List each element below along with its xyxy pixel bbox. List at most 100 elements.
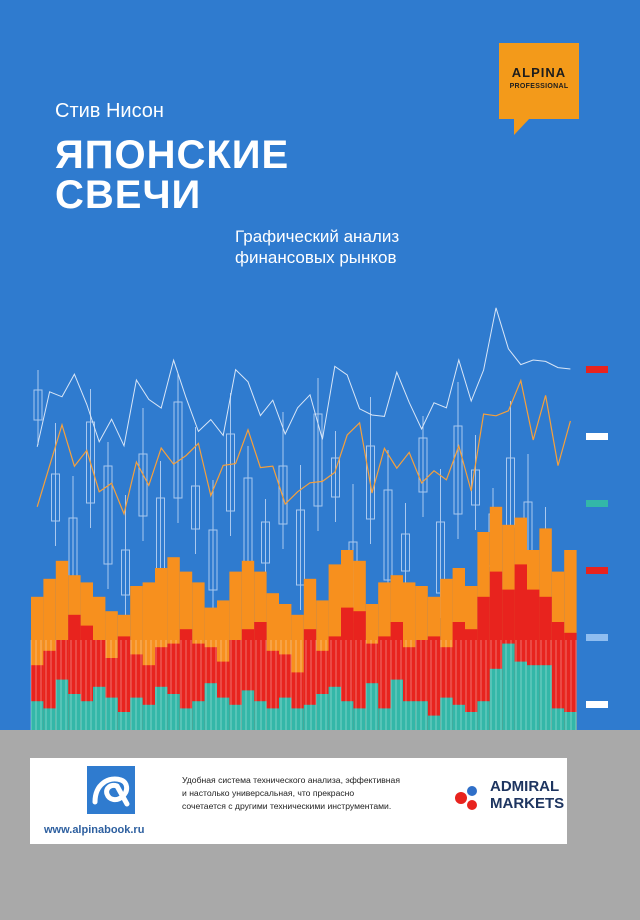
- title-line-2: СВЕЧИ: [55, 173, 202, 217]
- bar-teal: [303, 704, 317, 730]
- bar-teal: [217, 697, 230, 730]
- candle-body: [418, 437, 428, 493]
- bar-teal: [502, 643, 515, 730]
- badge-line-1: ALPINA: [511, 65, 567, 80]
- candle-body: [51, 473, 60, 522]
- author-name: Стив Нисон: [55, 100, 164, 122]
- footer-strip: www.alpinabook.ru Удобная система технич…: [30, 758, 567, 844]
- bar-teal: [539, 665, 552, 730]
- candle-body: [331, 457, 340, 498]
- bar-red: [353, 611, 366, 730]
- alpina-logo: [79, 766, 143, 818]
- bar-teal: [489, 668, 503, 730]
- bar-teal: [477, 701, 490, 730]
- bar-teal: [179, 708, 193, 730]
- candle-body: [173, 401, 183, 499]
- bar-red: [452, 622, 465, 730]
- bar-teal: [55, 679, 69, 730]
- bar-teal: [564, 712, 577, 730]
- bar-teal: [117, 712, 131, 730]
- bar-teal: [378, 708, 391, 730]
- scale-mark: [586, 366, 608, 373]
- bar-teal: [291, 708, 304, 730]
- bar-teal: [80, 701, 93, 730]
- footer-blurb: Удобная система технического анализа, эф…: [182, 774, 442, 813]
- bar-red: [117, 636, 131, 730]
- bar-teal: [427, 715, 441, 730]
- orange-trend-line: [36, 378, 571, 516]
- bar-teal: [353, 708, 366, 730]
- badge-line-2: PROFESSIONAL: [509, 83, 569, 90]
- bar-teal: [241, 690, 255, 730]
- chart: [30, 307, 608, 730]
- candle-body: [103, 465, 113, 565]
- bar-teal: [155, 686, 168, 730]
- scale-mark: [586, 567, 608, 574]
- scale-mark: [586, 500, 608, 507]
- partner-line-2: MARKETS: [490, 795, 565, 812]
- alpina-logo-icon: [87, 766, 135, 814]
- bar-teal: [130, 697, 143, 730]
- publisher-badge: ALPINA PROFESSIONAL: [499, 43, 579, 119]
- scale-mark: [586, 433, 608, 440]
- bar-teal: [440, 697, 453, 730]
- bar-teal: [328, 686, 341, 730]
- bar-teal: [403, 701, 416, 730]
- blurb-line-2: и настолько универсальная, что прекрасно: [182, 788, 355, 798]
- bar-teal: [105, 697, 118, 730]
- bar-teal: [192, 701, 205, 730]
- candle-body: [191, 485, 200, 530]
- bar-teal: [167, 694, 180, 730]
- candle-body: [121, 549, 130, 596]
- admiral-markets-logo-icon: [455, 786, 477, 810]
- bar-teal: [279, 697, 292, 730]
- subtitle-line-2: финансовых рынков: [235, 248, 397, 267]
- bar-red: [477, 596, 490, 730]
- bar-teal: [229, 704, 242, 730]
- candle-body: [453, 425, 463, 515]
- bar-red: [378, 636, 391, 730]
- partner-line-1: ADMIRAL: [490, 778, 560, 795]
- bar-red: [179, 629, 193, 730]
- candle-body: [261, 521, 270, 564]
- bar-teal: [341, 701, 354, 730]
- bar-teal: [390, 679, 403, 730]
- bar-teal: [365, 683, 379, 730]
- blurb-line-3: сочетается с другими техническими инстру…: [182, 801, 392, 811]
- bar-teal: [316, 694, 329, 730]
- bar-red: [341, 607, 354, 730]
- candle-body: [296, 509, 305, 586]
- candle-body: [313, 413, 323, 507]
- scale-mark: [586, 634, 608, 641]
- bar-teal: [527, 665, 540, 730]
- bar-red: [564, 632, 577, 730]
- bar-teal: [266, 708, 279, 730]
- bar-red: [465, 629, 478, 730]
- book-title: ЯПОНСКИЕ СВЕЧИ: [55, 135, 289, 215]
- bar-teal: [93, 686, 106, 730]
- candle-body: [138, 453, 148, 517]
- blurb-line-1: Удобная система технического анализа, эф…: [182, 775, 400, 785]
- candle-body: [33, 389, 43, 421]
- badge-tail: [514, 118, 530, 135]
- candle-body: [208, 529, 218, 591]
- bar-teal: [551, 708, 565, 730]
- book-subtitle: Графический анализ финансовых рынков: [235, 226, 399, 268]
- bar-red: [427, 636, 441, 730]
- candle-body: [278, 465, 288, 525]
- bar-teal: [254, 701, 267, 730]
- candle-body: [383, 489, 393, 581]
- candle-body: [226, 433, 235, 512]
- cover-top-panel: Стив Нисон ЯПОНСКИЕ СВЕЧИ Графический ан…: [0, 0, 640, 730]
- candle-body: [86, 421, 95, 504]
- bar-teal: [452, 704, 465, 730]
- bar-teal: [465, 712, 478, 730]
- title-line-1: ЯПОНСКИЕ: [55, 133, 290, 177]
- bar-teal: [204, 683, 217, 730]
- admiral-markets-logo: ADMIRAL MARKETS: [490, 778, 564, 812]
- white-trend-line: [36, 307, 571, 448]
- bar-red: [551, 622, 565, 730]
- publisher-url[interactable]: www.alpinabook.ru: [44, 824, 145, 836]
- scale-mark: [586, 701, 608, 708]
